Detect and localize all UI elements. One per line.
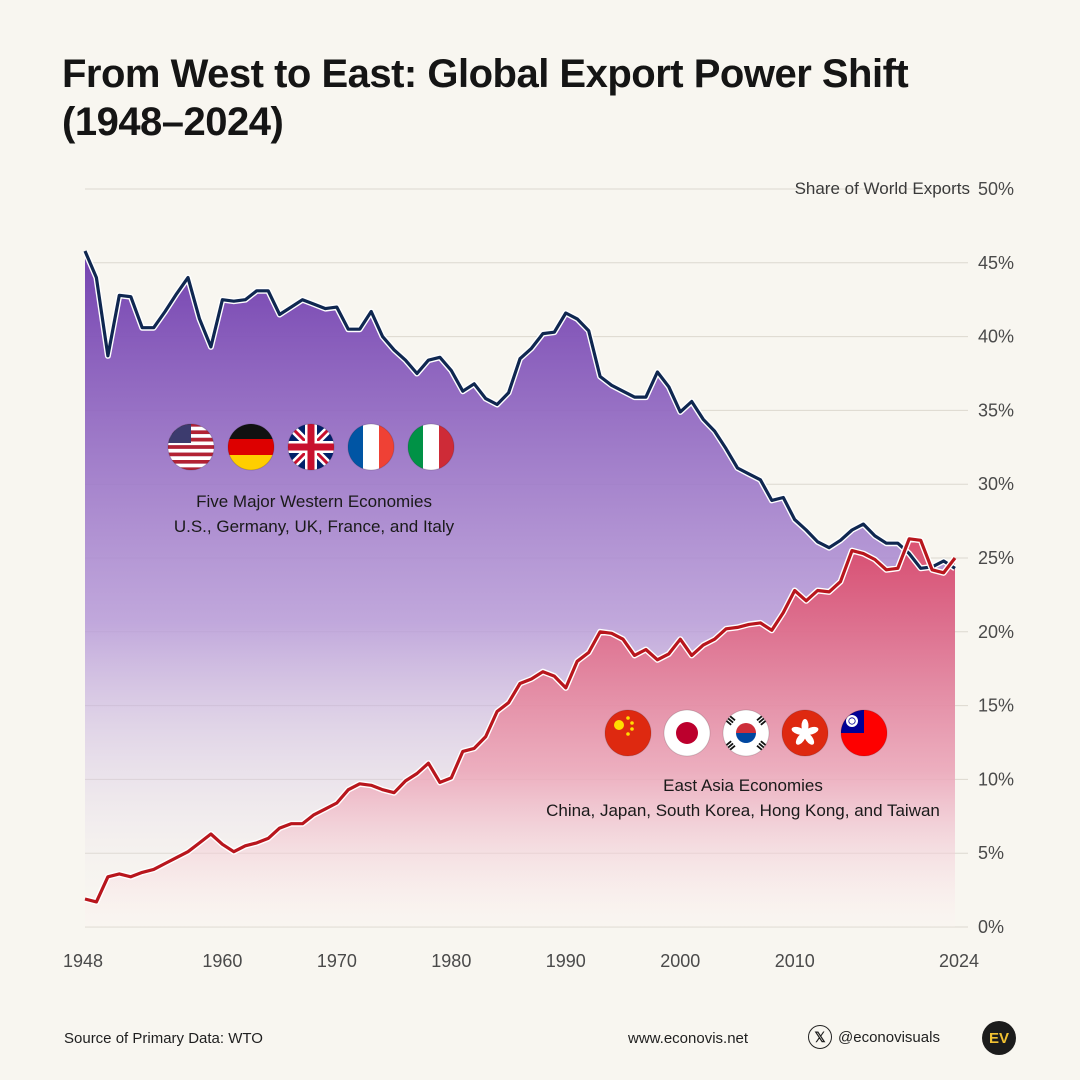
hong-kong-flag-icon — [781, 709, 829, 757]
germany-flag-icon — [227, 423, 275, 471]
western-series-subtitle: U.S., Germany, UK, France, and Italy — [174, 517, 455, 536]
x-tick-label: 1980 — [431, 951, 471, 971]
x-tick-label: 1990 — [546, 951, 586, 971]
y-tick-label: 10% — [978, 769, 1014, 789]
x-tick-label: 1970 — [317, 951, 357, 971]
y-tick-label: 25% — [978, 548, 1014, 568]
south-korea-flag-icon — [722, 709, 770, 757]
italy-flag-icon — [407, 423, 455, 471]
source-note: Source of Primary Data: WTO — [64, 1030, 263, 1047]
website-link[interactable]: www.econovis.net — [628, 1030, 749, 1047]
title-line-2: (1948–2024) — [62, 100, 284, 144]
y-tick-label: 20% — [978, 622, 1014, 642]
y-tick-label: 35% — [978, 400, 1014, 420]
japan-flag-icon — [663, 709, 711, 757]
france-flag-icon — [347, 423, 395, 471]
taiwan-flag-icon — [840, 709, 888, 757]
series-line-0 — [83, 250, 956, 570]
x-axis: 1948 1960 1970 1980 1990 2000 2010 2024 — [63, 951, 979, 971]
title-line-1: From West to East: Global Export Power S… — [62, 52, 909, 96]
us-flag-icon — [167, 423, 215, 471]
china-flag-icon — [604, 709, 652, 757]
page-title: From West to East: Global Export Power S… — [62, 50, 962, 146]
series-area-1 — [85, 538, 955, 927]
x-tick-label: 1948 — [63, 951, 103, 971]
y-tick-label: 0% — [978, 917, 1004, 937]
east-asia-flags — [604, 709, 888, 757]
x-tick-label: 2000 — [660, 951, 700, 971]
y-tick-label: 30% — [978, 474, 1014, 494]
y-tick-label: 5% — [978, 843, 1004, 863]
y-tick-label: 40% — [978, 327, 1014, 347]
east-asia-series-subtitle: China, Japan, South Korea, Hong Kong, an… — [546, 801, 940, 820]
x-tick-label: 2010 — [775, 951, 815, 971]
y-tick-label: 45% — [978, 253, 1014, 273]
east-asia-series-title: East Asia Economies — [663, 776, 823, 795]
western-series-title: Five Major Western Economies — [196, 492, 432, 511]
y-tick-label: 50% — [978, 179, 1014, 199]
social-handle[interactable]: 𝕏 @econovisuals — [808, 1025, 940, 1049]
x-tick-label: 1960 — [202, 951, 242, 971]
series-line-1 — [84, 537, 957, 904]
x-tick-label: 2024 — [939, 951, 979, 971]
y-axis: 0% 5% 10% 15% 20% 25% 30% 35% 40% 45% 50% — [978, 179, 1014, 937]
handle-text: @econovisuals — [838, 1028, 940, 1046]
series-lines — [82, 249, 958, 905]
x-logo-icon: 𝕏 — [808, 1025, 832, 1049]
western-flags — [167, 423, 455, 471]
y-axis-title: Share of World Exports — [795, 179, 970, 198]
uk-flag-icon — [287, 423, 335, 471]
series-areas — [85, 251, 955, 927]
econovis-logo-icon: EV — [982, 1021, 1016, 1055]
y-tick-label: 15% — [978, 696, 1014, 716]
